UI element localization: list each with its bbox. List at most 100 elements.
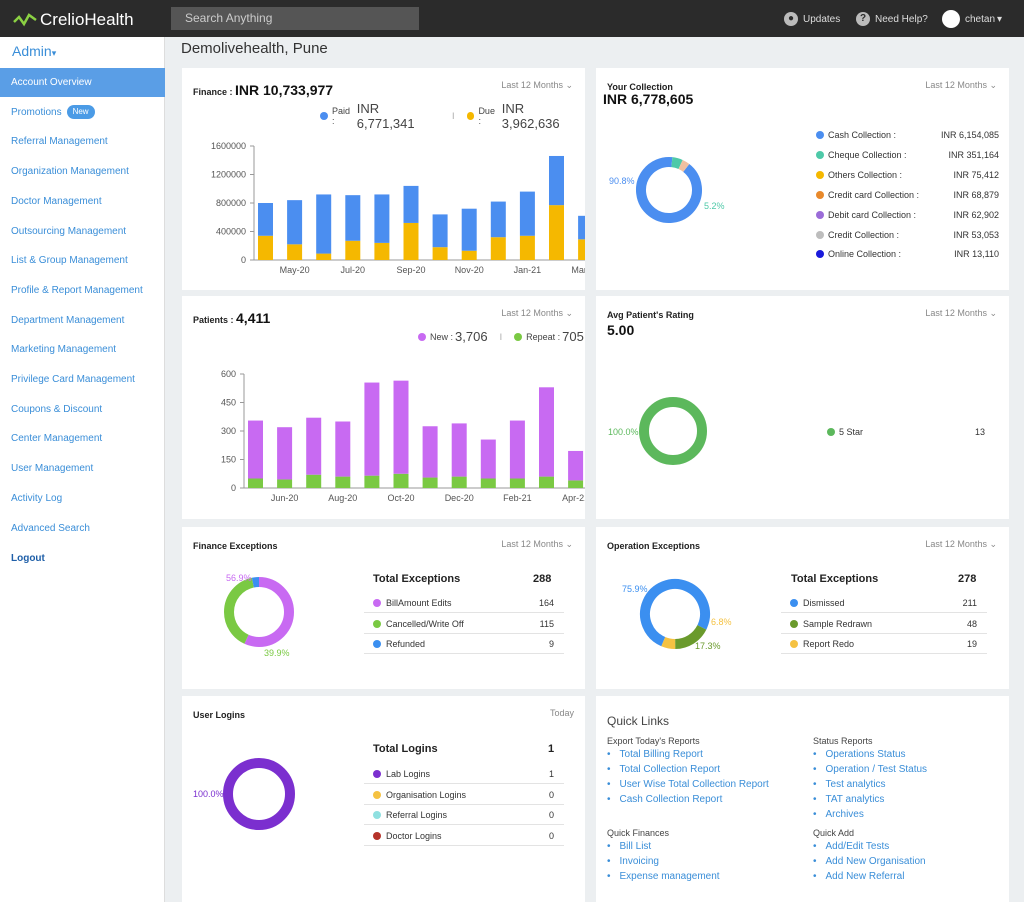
user-menu[interactable]: chetan ▾: [942, 10, 1002, 28]
sidebar-item-label: User Management: [11, 463, 94, 475]
brand-logo[interactable]: CrelioHealth: [13, 10, 134, 30]
finance-total: INR 10,733,977: [235, 82, 334, 98]
sidebar-item-advanced-search[interactable]: Advanced Search: [0, 514, 165, 543]
item-label: Cancelled/Write Off: [386, 618, 464, 629]
quick-link-total-billing-report[interactable]: • Total Billing Report: [607, 749, 703, 760]
quick-link-bill-list[interactable]: • Bill List: [607, 841, 651, 852]
y-tick-label: 400000: [216, 227, 246, 237]
collection-label: Debit card Collection :: [828, 209, 917, 220]
item-label: Lab Logins: [386, 769, 431, 779]
sidebar-item-activity-log[interactable]: Activity Log: [0, 484, 165, 513]
sidebar-item-list-group-management[interactable]: List & Group Management: [0, 246, 165, 275]
finance-range-select[interactable]: Last 12 Months ⌄: [501, 80, 573, 90]
user-logins-donut: [223, 758, 295, 830]
quick-link-add-edit-tests[interactable]: • Add/Edit Tests: [813, 841, 889, 852]
updates-link[interactable]: ● Updates: [784, 12, 840, 26]
sidebar-item-profile-report-management[interactable]: Profile & Report Management: [0, 276, 165, 305]
bar-repeat: [451, 476, 467, 488]
collection-value: INR 53,053: [953, 229, 999, 240]
bar-repeat: [509, 478, 525, 488]
sidebar-item-logout[interactable]: Logout: [0, 544, 165, 573]
sidebar-item-doctor-management[interactable]: Doctor Management: [0, 187, 165, 216]
quick-link-operations-status[interactable]: • Operations Status: [813, 749, 906, 760]
operation-exceptions-title: Operation Exceptions: [607, 541, 701, 551]
rating-title: Avg Patient's Rating: [607, 310, 694, 320]
list-item: Sample Redrawn 48: [781, 614, 987, 634]
quick-link-add-new-organisation[interactable]: • Add New Organisation: [813, 856, 926, 867]
bar-due: [549, 205, 564, 260]
sidebar-item-marketing-management[interactable]: Marketing Management: [0, 335, 165, 364]
sidebar-item-referral-management[interactable]: Referral Management: [0, 127, 165, 156]
legend-dot: [373, 599, 381, 607]
legend-dot: [790, 599, 798, 607]
quick-link-total-collection-report[interactable]: • Total Collection Report: [607, 764, 720, 775]
sidebar-item-organization-management[interactable]: Organization Management: [0, 157, 165, 186]
y-tick-label: 600: [221, 369, 236, 379]
bar-new: [422, 426, 438, 478]
x-tick-label: Aug-20: [328, 493, 357, 503]
y-tick-label: 1600000: [211, 141, 246, 151]
y-tick-label: 0: [241, 255, 246, 265]
user-logins-title: User Logins: [193, 710, 246, 720]
rating-value: 5.00: [607, 322, 635, 338]
quick-link-expense-management[interactable]: • Expense management: [607, 871, 720, 882]
quick-link-invoicing[interactable]: • Invoicing: [607, 856, 659, 867]
item-value: 9: [548, 639, 554, 649]
help-link[interactable]: ? Need Help?: [856, 12, 928, 26]
repeat-value: 705: [562, 329, 584, 344]
total-logins-label: Total Logins: [373, 743, 438, 755]
sidebar-item-label: Referral Management: [11, 136, 108, 148]
chevron-down-icon: ▾: [997, 13, 1003, 25]
top-bar: CrelioHealth Search Anything ● Updates ? N…: [0, 0, 1024, 37]
sidebar-item-promotions[interactable]: Promotions New: [0, 98, 165, 127]
admin-dropdown[interactable]: Admin▾: [12, 43, 56, 59]
bar-paid: [316, 194, 332, 254]
item-label: Doctor Logins: [386, 830, 442, 841]
bullet-icon: •: [607, 778, 611, 790]
collection-range-select[interactable]: Last 12 Months ⌄: [925, 80, 997, 90]
bar-new: [248, 420, 263, 479]
sidebar-item-user-management[interactable]: User Management: [0, 454, 165, 483]
quick-link-cash-collection-report[interactable]: • Cash Collection Report: [607, 794, 722, 805]
bar-paid: [345, 195, 361, 241]
quick-link-operation-test-status[interactable]: • Operation / Test Status: [813, 764, 927, 775]
new-value: 3,706: [455, 329, 488, 344]
rating-pct-label: 100.0%: [608, 427, 639, 437]
sidebar-item-privilege-card-management[interactable]: Privilege Card Management: [0, 365, 165, 394]
bar-due: [461, 250, 477, 260]
rating-range-select[interactable]: Last 12 Months ⌄: [925, 308, 997, 318]
quick-link-label: TAT analytics: [825, 793, 885, 805]
bar-new: [451, 423, 467, 477]
item-label: Refunded: [386, 639, 426, 649]
collection-total: INR 6,778,605: [603, 91, 694, 107]
bar-new: [539, 387, 554, 477]
collection-label: Online Collection :: [828, 249, 902, 260]
avatar: [942, 10, 960, 28]
search-input[interactable]: Search Anything: [171, 7, 419, 30]
finance-title: Finance : INR 10,733,977: [193, 82, 334, 98]
user-name: chetan: [965, 13, 996, 25]
sidebar-item-center-management[interactable]: Center Management: [0, 424, 165, 453]
crelio-logo-icon: [13, 13, 37, 27]
x-tick-label: Jun-20: [271, 493, 299, 503]
legend-dot: [373, 790, 381, 799]
legend-dot: [816, 250, 824, 259]
sidebar-item-coupons-discount[interactable]: Coupons & Discount: [0, 395, 165, 424]
sidebar-item-outsourcing-management[interactable]: Outsourcing Management: [0, 217, 165, 246]
quick-link-archives[interactable]: • Archives: [813, 809, 864, 820]
sidebar-item-account-overview[interactable]: Account Overview: [0, 68, 165, 97]
sidebar-item-department-management[interactable]: Department Management: [0, 306, 165, 335]
finance-exceptions-range-select[interactable]: Last 12 Months ⌄: [501, 539, 573, 549]
quick-link-test-analytics[interactable]: • Test analytics: [813, 779, 886, 790]
bullet-icon: •: [607, 855, 611, 867]
operation-exceptions-range-select[interactable]: Last 12 Months ⌄: [925, 539, 997, 549]
bullet-icon: •: [607, 793, 611, 805]
bar-due: [345, 240, 361, 260]
bar-paid: [403, 185, 419, 223]
quick-link-user-wise-total-collection-report[interactable]: • User Wise Total Collection Report: [607, 779, 769, 790]
logins-range: Today: [549, 708, 574, 718]
quick-link-add-new-referral[interactable]: • Add New Referral: [813, 871, 904, 882]
list-item: Report Redo 19: [781, 634, 987, 654]
patients-range-select[interactable]: Last 12 Months ⌄: [501, 308, 573, 318]
quick-link-tat-analytics[interactable]: • TAT analytics: [813, 794, 884, 805]
